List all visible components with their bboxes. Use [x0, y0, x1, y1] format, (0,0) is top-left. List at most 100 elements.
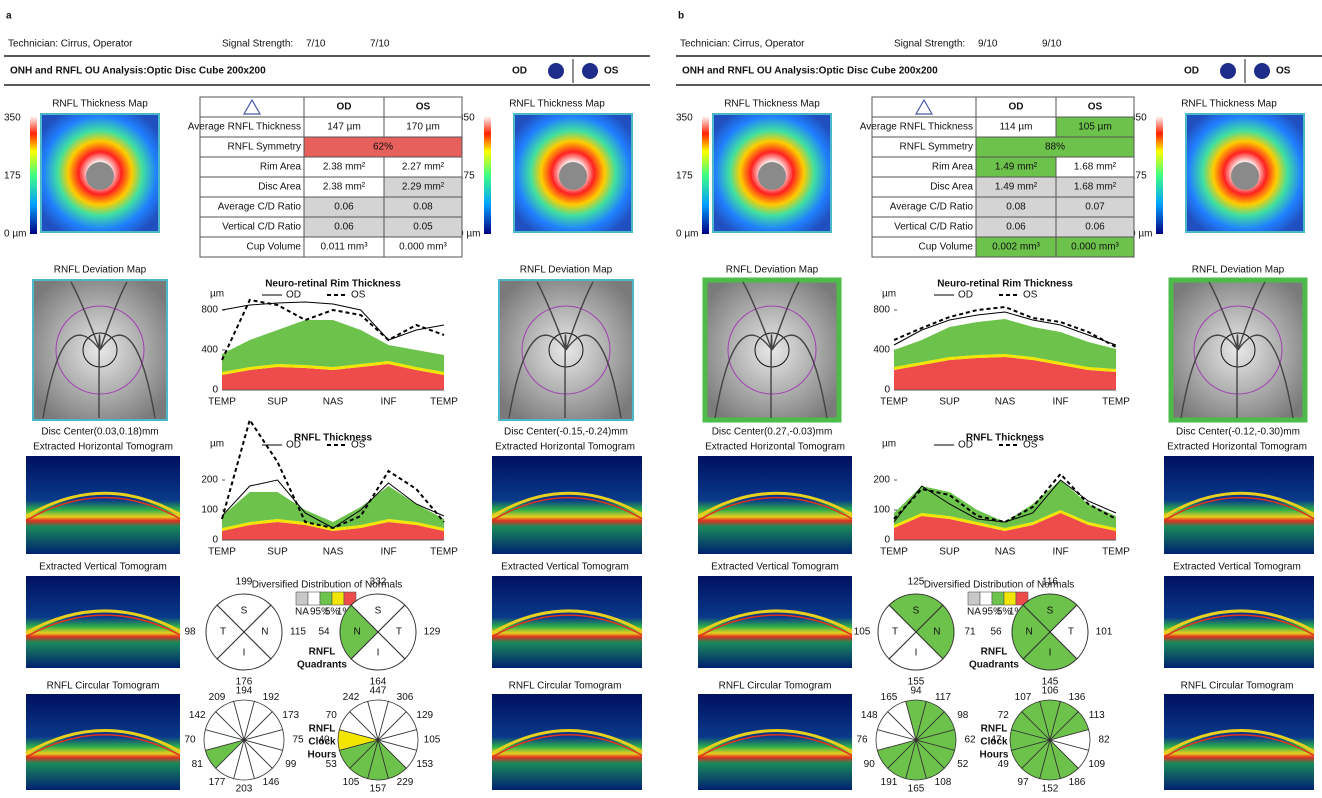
optic-disc [1231, 162, 1259, 190]
clock-value: 113 [1089, 710, 1105, 721]
quadrant-value: 115 [290, 627, 306, 638]
cell-value: 0.000 mm³ [399, 242, 447, 253]
clock-value: 192 [263, 692, 280, 703]
cell-value: 1.49 mm² [995, 182, 1038, 193]
row-label: Cup Volume [919, 242, 974, 253]
y-tick-label: 800 [201, 305, 218, 316]
clock-title: RNFL [309, 724, 336, 735]
clock-value: 191 [881, 777, 898, 788]
clock-value: 152 [1042, 784, 1059, 795]
scale-label: 0 µm [4, 229, 26, 240]
tomogram-title: Extracted Vertical Tomogram [39, 562, 167, 573]
row-label: Average C/D Ratio [890, 202, 974, 213]
tomogram-title: RNFL Circular Tomogram [1181, 681, 1294, 692]
quadrant-value: 71 [964, 627, 976, 638]
quadrant-letter: I [915, 648, 918, 659]
disc-center: Disc Center(-0.12,-0.30)mm [1176, 427, 1300, 438]
x-tick-label: TEMP [430, 547, 458, 558]
signal-label: Signal Strength: [894, 39, 965, 50]
color-scale [30, 116, 37, 234]
clock-value: 72 [998, 710, 1010, 721]
clock-value: 49 [998, 759, 1010, 770]
cell-value: 170 µm [406, 122, 440, 133]
x-tick-label: TEMP [1102, 397, 1130, 408]
clock-value: 142 [189, 710, 206, 721]
legend-label: OS [1023, 440, 1038, 451]
disc-center: Disc Center(0.03,0.18)mm [41, 427, 158, 438]
clock-value: 107 [1015, 692, 1032, 703]
cell-value: 0.011 mm³ [320, 242, 368, 253]
clock-value: 146 [263, 777, 280, 788]
quadrant-letter: I [243, 648, 246, 659]
technician: Technician: Cirrus, Operator [8, 39, 133, 50]
legend-swatch [296, 592, 308, 605]
x-tick-label: TEMP [430, 397, 458, 408]
report-figure: aTechnician: Cirrus, OperatorSignal Stre… [0, 0, 1322, 798]
x-tick-label: TEMP [208, 547, 236, 558]
optic-disc [758, 162, 786, 190]
signal-value: 7/10 [306, 39, 326, 50]
cell-value: 1.68 mm² [1074, 162, 1117, 173]
clock-value: 153 [416, 759, 433, 770]
clock-value: 203 [236, 784, 253, 795]
clock-value: 108 [935, 777, 952, 788]
clock-value: 194 [236, 686, 253, 697]
disc-center: Disc Center(0.27,-0.03)mm [712, 427, 833, 438]
row-label: Rim Area [932, 162, 974, 173]
cell-value: 0.002 mm³ [992, 242, 1040, 253]
report-title: ONH and RNFL OU Analysis:Optic Disc Cube… [10, 66, 266, 77]
y-tick-label: 0 [212, 535, 218, 546]
cell-value: 2.27 mm² [402, 162, 445, 173]
quadrant-letter: N [261, 627, 268, 638]
quadrant-letter: S [1047, 606, 1054, 617]
quadrant-letter: T [220, 627, 226, 638]
y-tick-label: 200 [201, 475, 218, 486]
tomogram-title: RNFL Circular Tomogram [719, 681, 832, 692]
legend-label: NA [295, 607, 309, 618]
tomogram-title: Extracted Vertical Tomogram [1173, 562, 1301, 573]
eye-label: OD [512, 66, 527, 77]
eye-dot [1254, 63, 1270, 79]
clock-value: 148 [861, 710, 878, 721]
clock-title: Clock [980, 737, 1008, 748]
clock-value: 157 [370, 784, 387, 795]
clock-value: 70 [184, 735, 196, 746]
cell-value: 0.06 [1006, 222, 1026, 233]
x-tick-label: TEMP [208, 397, 236, 408]
cell-value: 147 µm [327, 122, 361, 133]
x-tick-label: INF [380, 547, 396, 558]
tomogram-title: Extracted Horizontal Tomogram [33, 442, 173, 453]
legend-swatch [968, 592, 980, 605]
clock-value: 136 [1069, 692, 1086, 703]
quadrant-letter: T [892, 627, 898, 638]
tomogram-title: Extracted Horizontal Tomogram [705, 442, 845, 453]
cell-value: 88% [1045, 142, 1065, 153]
x-tick-label: TEMP [880, 397, 908, 408]
cell-value: 2.38 mm² [323, 162, 366, 173]
color-scale [1156, 116, 1163, 234]
signal-label: Signal Strength: [222, 39, 293, 50]
clock-title: RNFL [981, 724, 1008, 735]
y-tick-label: 400 [873, 345, 890, 356]
clock-value: 306 [397, 692, 414, 703]
clock-title: Clock [308, 737, 336, 748]
clock-value: 82 [1098, 735, 1110, 746]
cell-value: 62% [373, 142, 393, 153]
clock-title: Hours [980, 750, 1009, 761]
legend-label: OS [351, 290, 366, 301]
quadrant-value: 101 [1096, 627, 1113, 638]
eye-label: OS [604, 66, 619, 77]
x-tick-label: SUP [267, 397, 288, 408]
table-header: OS [1088, 102, 1103, 113]
unit-label: µm [210, 439, 224, 450]
legend-swatch [320, 592, 332, 605]
legend-swatch [308, 592, 320, 605]
cell-value: 0.06 [334, 222, 354, 233]
x-tick-label: SUP [939, 397, 960, 408]
clock-value: 106 [1042, 686, 1059, 697]
x-tick-label: SUP [267, 547, 288, 558]
scale-label: 175 [4, 171, 21, 182]
cell-value: 2.29 mm² [402, 182, 445, 193]
quadrant-letter: T [396, 627, 402, 638]
clock-value: 447 [370, 686, 387, 697]
